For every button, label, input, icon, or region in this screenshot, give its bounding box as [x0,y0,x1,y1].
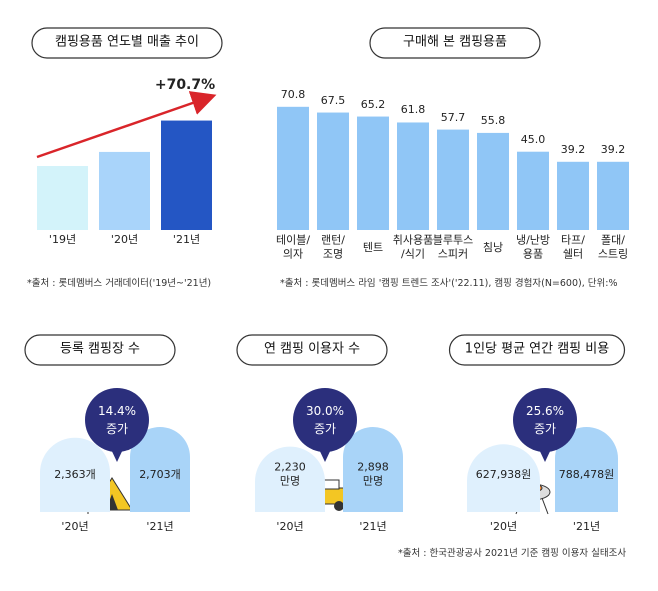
x-tick-label: '21년 [359,519,387,533]
x-tick-label: 냉/난방 용품 [515,233,551,261]
chart-title: 구매해 본 캠핑용품 [403,34,507,50]
value-label: 788,478원 [558,467,615,481]
change-bubble [293,388,357,452]
x-tick-label: '20년 [489,519,518,533]
value-label: 39.2 [560,142,586,156]
bar [397,122,429,230]
value-label: 57.7 [440,110,466,124]
value-label: 65.2 [360,97,386,111]
bar [477,132,509,230]
value-label: 70.8 [280,87,306,101]
arch-bar [255,446,325,512]
x-tick-label: '21년 [572,519,601,533]
arch-bar [343,427,403,512]
value-label: 2,898 만명 [357,460,389,488]
growth-label: +70.7% [154,76,216,93]
value-label: 45.0 [520,132,546,146]
source-note: *출처 : 롯데멤버스 라임 '캠핑 트렌드 조사'('22.11), 캠핑 경… [280,278,618,289]
bar [597,161,629,230]
change-value: 14.4% [97,404,137,419]
x-tick-label: '20년 [276,519,304,533]
source-note: *출처 : 한국관광공사 2021년 기준 캠핑 이용자 실태조사 [398,548,627,559]
bar [99,151,150,230]
title-pill [236,334,388,366]
change-bubble [513,388,577,452]
value-label: 627,938원 [475,467,532,481]
value-label: 2,363개 [54,467,96,481]
bar [437,129,469,230]
value-label: 2,703개 [139,467,181,481]
growth-arrow [36,91,217,159]
x-tick-label: 침낭 [482,240,504,254]
chart-title: 연 캠핑 이용자 수 [263,341,361,357]
bar [161,120,212,230]
title-pill [31,27,223,59]
change-value: 30.0% [305,404,345,419]
arch-bar [555,427,618,512]
value-label: 39.2 [600,142,626,156]
bar [517,151,549,230]
x-tick-label: 블루투스 스피커 [432,233,474,261]
x-tick-label: '19년 [48,232,77,246]
change-label: 증가 [313,422,337,437]
x-tick-label: 테이블/ 의자 [275,233,311,261]
source-note: *출처 : 롯데멤버스 거래데이터('19년~'21년) [27,278,212,289]
title-pill [369,27,541,59]
change-label: 증가 [105,422,129,437]
bar [357,116,389,230]
x-tick-label: '20년 [110,232,139,246]
x-tick-label: '21년 [172,232,201,246]
value-label: 2,230 만명 [274,460,306,488]
bar [317,112,349,230]
x-tick-label: 취사용품 /식기 [392,233,434,261]
chart-title: 캠핑용품 연도별 매출 추이 [55,34,199,50]
bar [557,161,589,230]
bar [37,166,88,230]
x-tick-label: 랜턴/ 조명 [321,233,345,261]
arch-bar [130,427,190,512]
x-tick-label: 타프/ 쉘터 [561,233,585,261]
arch-bar [40,437,110,512]
value-label: 61.8 [400,103,426,117]
x-tick-label: 폴대/ 스트링 [597,233,629,261]
title-pill [448,334,626,366]
title-pill [24,334,176,366]
value-label: 67.5 [320,93,346,107]
arch-bar [467,444,540,512]
change-label: 증가 [533,422,557,437]
x-tick-label: '21년 [146,519,174,533]
chart-title: 1인당 평균 연간 캠핑 비용 [464,341,610,357]
x-tick-label: '20년 [61,519,89,533]
bar [277,106,309,230]
chart-title: 등록 캠핑장 수 [59,341,141,357]
change-bubble [85,388,149,452]
change-value: 25.6% [525,404,565,419]
value-label: 55.8 [480,113,506,127]
x-tick-label: 텐트 [362,240,384,254]
